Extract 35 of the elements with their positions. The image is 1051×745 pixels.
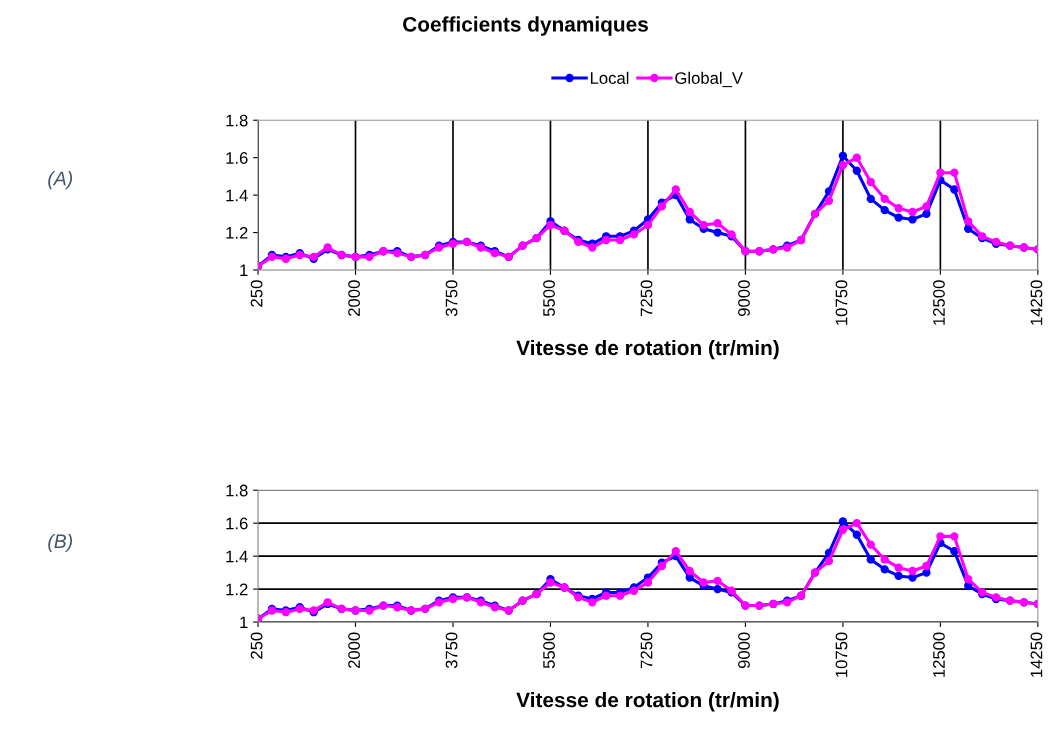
legend-label: Local xyxy=(590,71,629,84)
x-tick-label: 12500 xyxy=(933,280,945,325)
x-axis-title: Vitesse de rotation (tr/min) xyxy=(516,339,779,360)
y-tick-label: 1.8 xyxy=(226,114,248,127)
y-tick-label: 1.8 xyxy=(226,484,248,497)
x-tick-label: 9000 xyxy=(738,632,750,669)
x-axis-title: Vitesse de rotation (tr/min) xyxy=(516,692,779,712)
x-tick-label: 5500 xyxy=(543,632,555,669)
x-tick-label: 10750 xyxy=(835,632,848,677)
y-tick-label: 1.6 xyxy=(226,517,248,530)
y-tick-label: 1.4 xyxy=(226,189,248,202)
y-tick-label: 1.2 xyxy=(226,583,248,596)
x-tick-label: 12500 xyxy=(933,632,945,677)
text: (A) xyxy=(48,171,73,190)
x-tick-label: 7250 xyxy=(640,280,653,316)
legend-label: Global_V xyxy=(675,71,743,88)
x-tick-label: 250 xyxy=(250,280,263,307)
y-tick-label: 1 xyxy=(240,264,248,277)
x-tick-label: 14250 xyxy=(1030,280,1043,325)
y-tick-label: 1.6 xyxy=(226,152,248,164)
y-tick-label: 1.2 xyxy=(226,226,248,239)
x-tick-label: 3750 xyxy=(445,280,458,317)
x-tick-label: 3750 xyxy=(445,632,458,669)
chart-title: Coefficients dynamiques xyxy=(403,16,648,36)
x-tick-label: 250 xyxy=(250,632,263,659)
y-tick-label: 1 xyxy=(240,616,248,629)
text: (B) xyxy=(48,533,73,553)
x-tick-label: 14250 xyxy=(1030,632,1043,677)
y-tick-label: 1.4 xyxy=(226,550,248,563)
x-tick-label: 9000 xyxy=(738,280,750,316)
x-tick-label: 10750 xyxy=(835,280,848,325)
x-tick-label: 2000 xyxy=(348,632,360,669)
x-tick-label: 7250 xyxy=(640,632,653,669)
x-tick-label: 5500 xyxy=(543,280,555,317)
x-tick-label: 2000 xyxy=(348,280,360,316)
